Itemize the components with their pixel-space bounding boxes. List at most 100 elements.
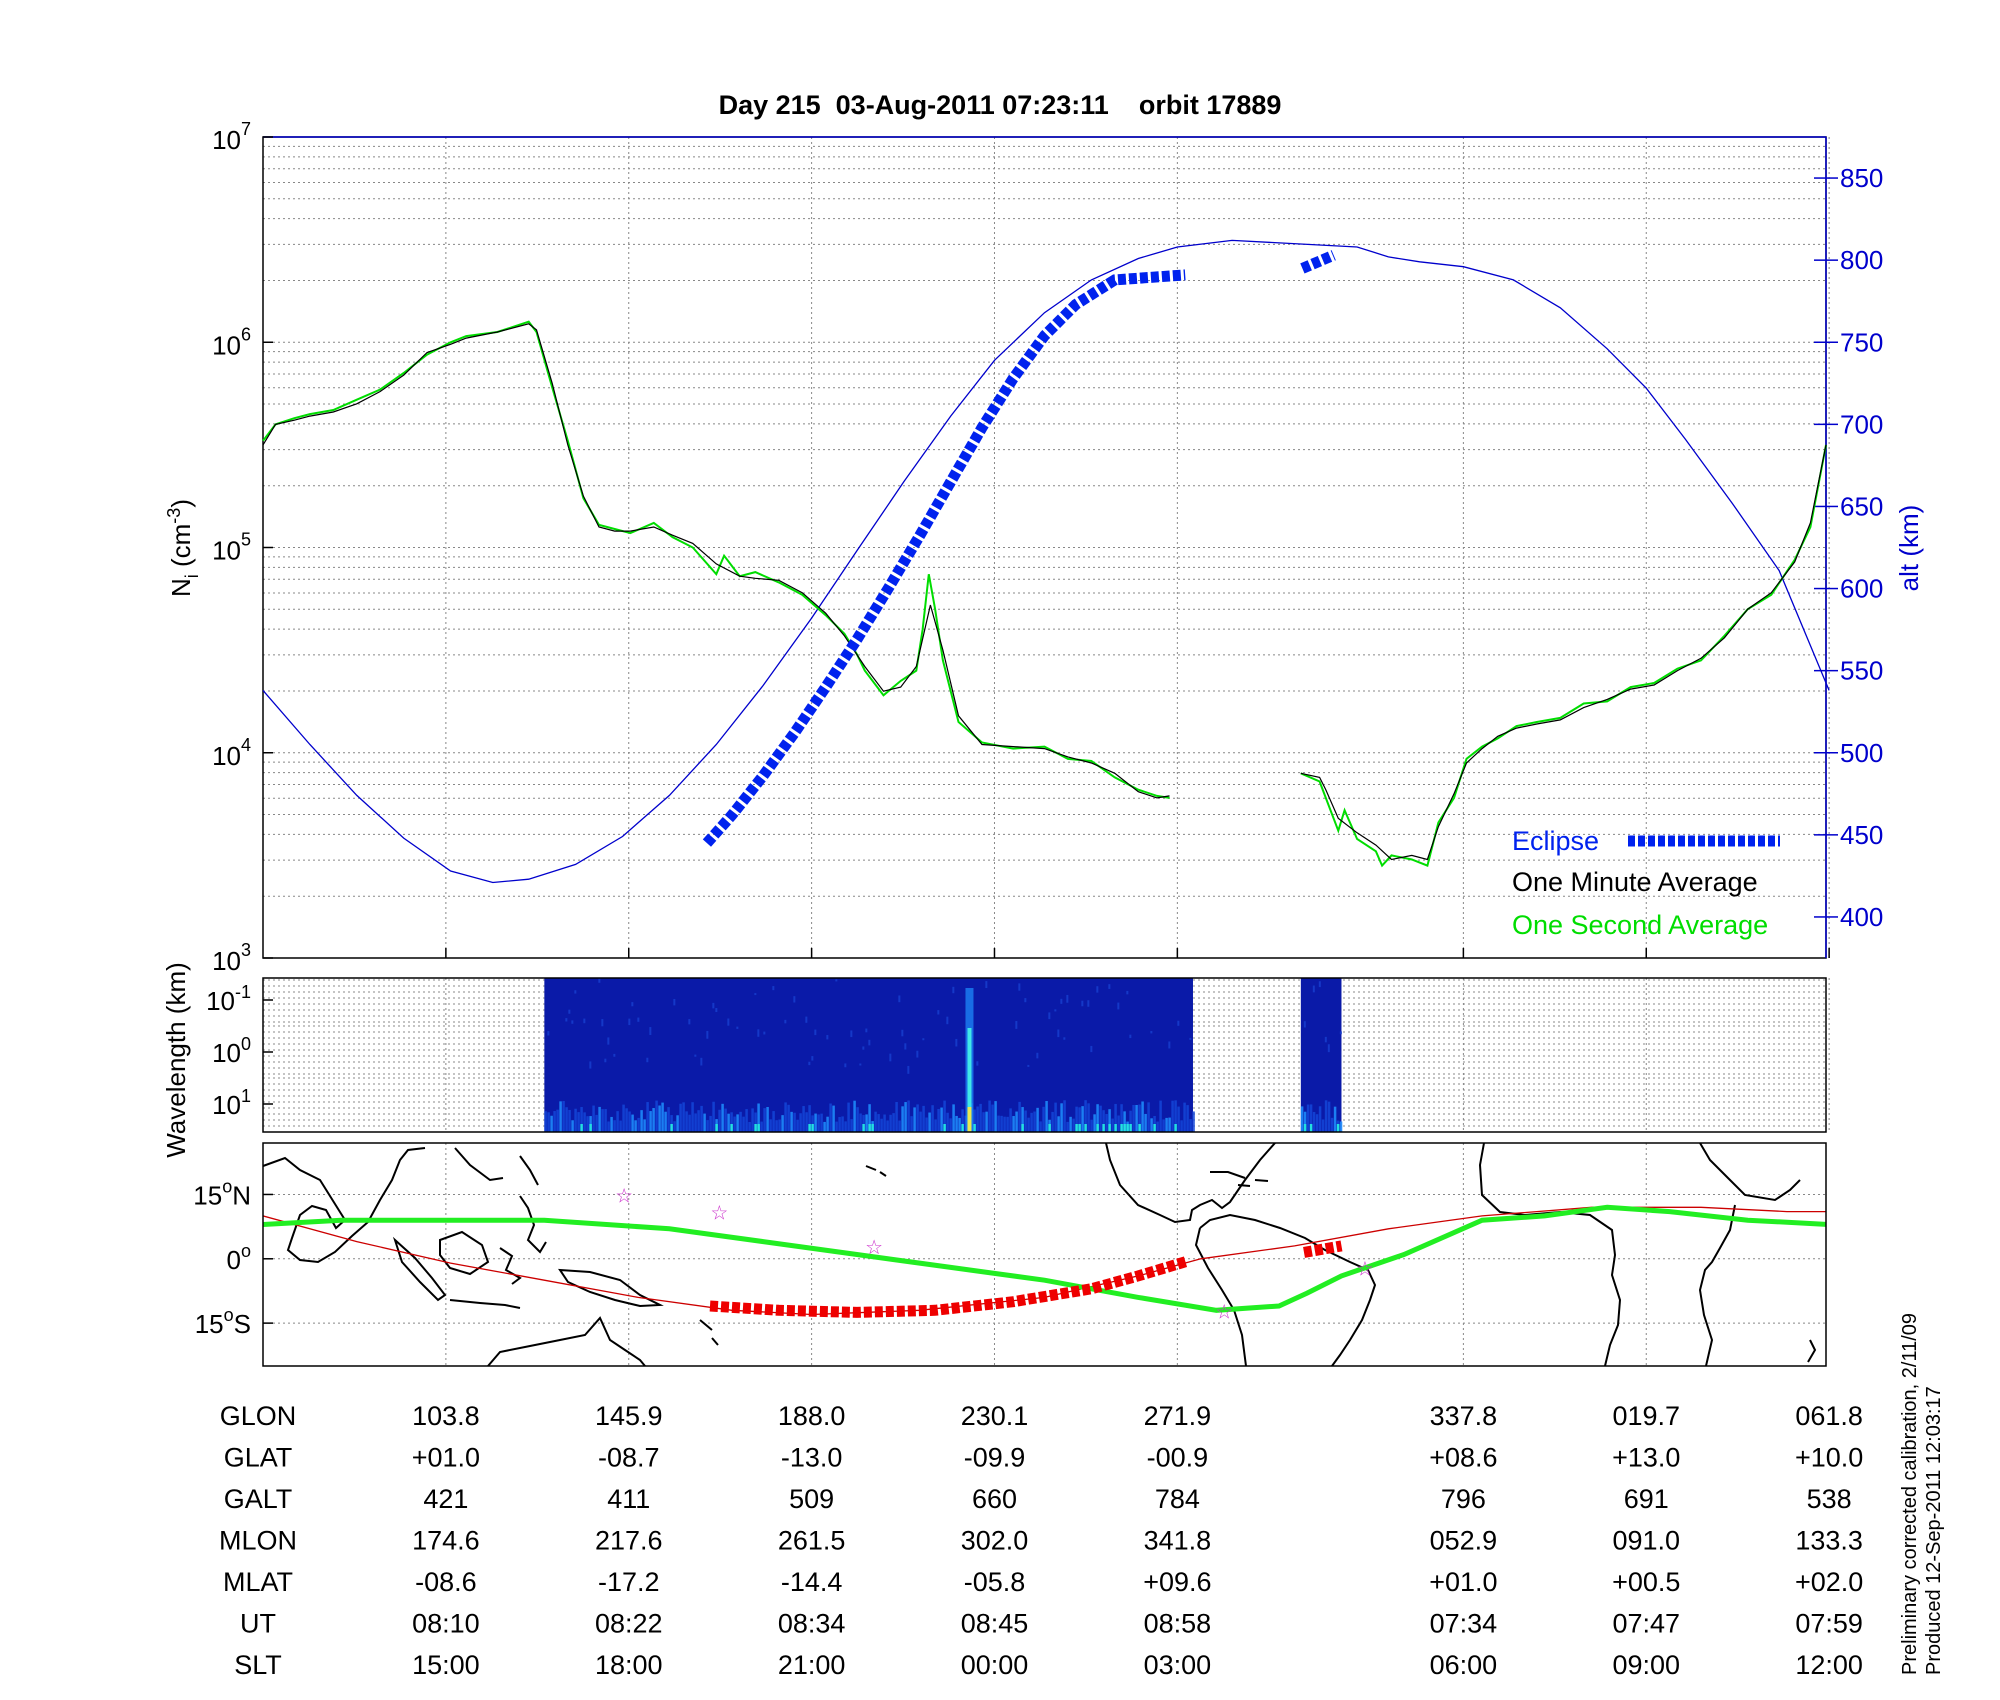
- spectrogram-column: [865, 1114, 868, 1132]
- coastline-madagascar: [1807, 1339, 1817, 1363]
- spectrogram-column: [880, 1118, 883, 1132]
- spectrogram-speckle: [1117, 1002, 1120, 1010]
- spectrogram-column: [793, 1112, 796, 1132]
- density-tick-exponent: 5: [241, 530, 251, 550]
- spectrogram-speckle: [1324, 1036, 1327, 1043]
- latitude-tick-label: 0o: [227, 1241, 251, 1275]
- altitude-tick-label: 400: [1840, 902, 1883, 932]
- table-cell: 230.1: [961, 1401, 1029, 1431]
- spectrogram-speckle: [1024, 998, 1027, 1003]
- table-cell: 18:00: [595, 1650, 663, 1680]
- spectrogram-column: [889, 1114, 892, 1132]
- spectrogram-speckle: [826, 1035, 829, 1040]
- density-tick-base: 10: [212, 946, 241, 976]
- spectrogram-speckle: [574, 990, 577, 994]
- density-axis-label-base: N: [166, 578, 196, 597]
- spectrogram-column: [850, 1119, 853, 1132]
- spectrogram-column: [1030, 1112, 1033, 1132]
- spectrogram-column: [1054, 1102, 1057, 1132]
- spectrogram-hot-cell: [943, 1124, 946, 1132]
- latitude-tick-label: 15oN: [193, 1176, 251, 1210]
- spectrogram-column: [1045, 1101, 1048, 1132]
- star-marker-icon: ☆: [865, 1237, 883, 1259]
- spectrogram-column: [649, 1111, 652, 1132]
- table-cell: 07:59: [1795, 1609, 1863, 1639]
- spectrogram-speckle: [598, 978, 601, 983]
- spectrogram-column: [697, 1110, 700, 1132]
- coastline-caribbean: [1210, 1171, 1269, 1187]
- latitude-tick-hemisphere: S: [234, 1309, 251, 1339]
- spectrogram-column: [841, 1116, 844, 1132]
- table-cell: 052.9: [1430, 1526, 1498, 1556]
- altitude-axis-ticks: 400 450 500 550 600 650 700 750 800 850: [1814, 163, 1883, 932]
- spectrogram-column: [625, 1108, 628, 1132]
- table-cell: 03:00: [1144, 1650, 1212, 1680]
- spectrogram-column: [985, 1111, 988, 1132]
- spectrogram-column: [580, 1107, 583, 1132]
- coastline-africa: [1478, 1143, 1801, 1366]
- spectrogram-column: [910, 1116, 913, 1132]
- spectrogram-column: [574, 1108, 577, 1132]
- spectrogram-speckle: [1063, 1037, 1066, 1040]
- ion-density-grid: [263, 137, 1830, 958]
- spectrogram-column: [1003, 1116, 1006, 1132]
- spectrogram-column: [973, 1109, 976, 1132]
- altitude-line: [262, 239, 1830, 884]
- table-cell: +00.5: [1612, 1567, 1680, 1597]
- spectrogram-column: [1186, 1105, 1189, 1132]
- spectrogram-column: [568, 1109, 571, 1132]
- ion-density-series: [262, 239, 1830, 884]
- spectrogram-column: [859, 1113, 862, 1132]
- spectrogram-column: [808, 1105, 811, 1132]
- spectrogram-column: [1057, 1116, 1060, 1132]
- spectrogram-column: [1189, 1119, 1192, 1132]
- spectrogram-speckle: [907, 1065, 910, 1074]
- spectrogram-speckle: [889, 1053, 892, 1062]
- spectrogram-speckle: [1054, 1009, 1057, 1012]
- spectrogram-speckle: [955, 1038, 958, 1047]
- spectrogram-column: [640, 1110, 643, 1132]
- spectrogram-column: [1006, 1116, 1009, 1132]
- spectrogram-column: [1018, 1101, 1021, 1132]
- spectrogram-column: [925, 1117, 928, 1132]
- coastline-australia: [487, 1316, 646, 1366]
- spectrogram-column: [997, 1115, 1000, 1132]
- table-cell: 217.6: [595, 1526, 663, 1556]
- spectrogram-column: [1183, 1102, 1186, 1132]
- spectrogram-hot-cell: [1108, 1124, 1111, 1132]
- coastlines: [263, 1143, 1817, 1366]
- spectrogram-column: [685, 1111, 688, 1132]
- spectrogram-column: [592, 1105, 595, 1132]
- spectrogram-column: [565, 1107, 568, 1132]
- one-second-average-line: [1300, 444, 1827, 868]
- spectrogram-column: [982, 1112, 985, 1132]
- spectrogram-hot-cell: [961, 1124, 964, 1132]
- spectrogram-column: [1024, 1110, 1027, 1132]
- eclipse-line: [1300, 250, 1336, 274]
- spectrogram-speckle: [727, 1018, 730, 1026]
- spectrogram-column: [556, 1109, 559, 1132]
- spectrogram-speckle: [1303, 1021, 1306, 1028]
- spectrogram-column: [1060, 1103, 1063, 1132]
- table-cell: 261.5: [778, 1526, 846, 1556]
- spectrogram-speckle: [694, 1054, 697, 1057]
- density-tick-exponent: 7: [241, 119, 251, 139]
- density-tick-label: 105: [212, 530, 251, 566]
- spectrogram-column: [571, 1120, 574, 1132]
- table-cell: 796: [1441, 1484, 1486, 1514]
- star-marker-icon: ☆: [1215, 1301, 1233, 1323]
- spectrogram-speckle: [859, 1063, 862, 1066]
- spectrogram-column: [898, 1120, 901, 1132]
- density-axis-label-sup: -3: [164, 508, 184, 524]
- spectrogram-hot-cell: [1126, 1124, 1129, 1132]
- table-cell: 509: [789, 1484, 834, 1514]
- legend-label-eclipse: Eclipse: [1512, 826, 1599, 856]
- table-cell: 691: [1624, 1484, 1669, 1514]
- density-tick-base: 10: [212, 741, 241, 771]
- table-cell: -13.0: [781, 1443, 843, 1473]
- table-cell: -08.6: [415, 1567, 477, 1597]
- spectrogram-column: [619, 1120, 622, 1132]
- spectrogram-speckle: [1057, 1029, 1060, 1038]
